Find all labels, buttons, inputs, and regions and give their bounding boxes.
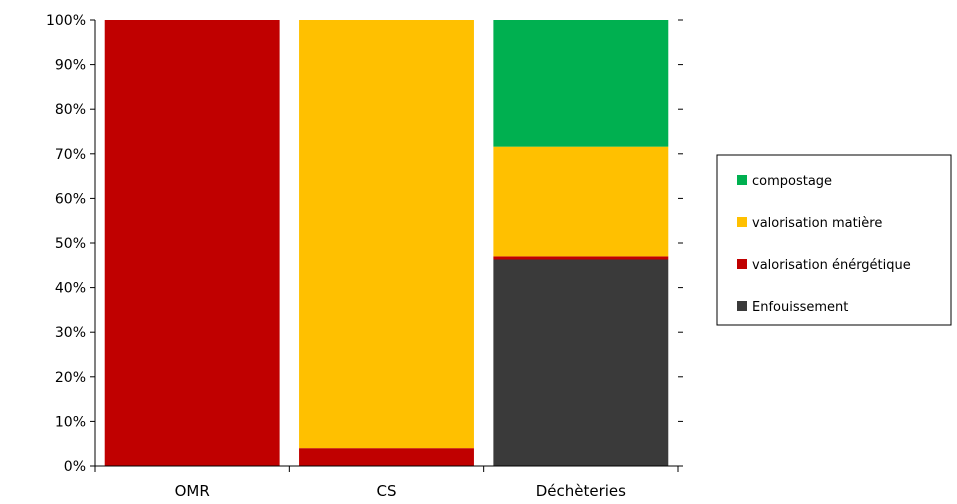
bars-group [104, 20, 669, 466]
x-category-label-2: Déchèteries [536, 482, 626, 500]
y-tick-label-9: 90% [55, 58, 86, 74]
bar-omr-series-1 [104, 20, 280, 466]
legend-swatch-0 [737, 175, 747, 185]
legend-label-2: valorisation énérgétique [752, 258, 911, 273]
legend: compostage valorisation matière valorisati… [716, 154, 952, 326]
x-category-label-1: CS [377, 482, 397, 500]
y-tick-label-10: 100% [46, 13, 86, 29]
legend-swatch-1 [737, 217, 747, 227]
legend-label-3: Enfouissement [752, 300, 848, 315]
axes-group: 0% 10% 20% 30% 40% 50% 60% 70% 80% 90% 100% OMR CS Dé… [46, 13, 683, 500]
legend-box [716, 154, 952, 326]
y-tick-label-4: 40% [55, 281, 86, 297]
bar-d-ch-teries-series-1 [493, 256, 669, 260]
y-tick-label-8: 80% [55, 102, 86, 118]
legend-swatch-2 [737, 259, 747, 269]
x-category-label-0: OMR [175, 482, 210, 500]
y-tick-label-5: 50% [55, 236, 86, 252]
y-tick-label-2: 20% [55, 370, 86, 386]
legend-label-0: compostage [752, 174, 832, 189]
y-tick-label-7: 70% [55, 147, 86, 163]
legend-label-1: valorisation matière [752, 216, 882, 231]
y-tick-label-6: 60% [55, 191, 86, 207]
legend-swatch-3 [737, 301, 747, 311]
bar-cs-series-2 [299, 20, 474, 449]
y-tick-label-0: 0% [64, 459, 86, 475]
bar-d-ch-teries-series-3 [493, 20, 669, 147]
bar-d-ch-teries-series-2 [493, 146, 669, 257]
bar-cs-series-1 [299, 448, 474, 466]
bar-d-ch-teries-series-0 [493, 259, 669, 466]
y-tick-label-1: 10% [55, 414, 86, 430]
y-tick-label-3: 30% [55, 325, 86, 341]
